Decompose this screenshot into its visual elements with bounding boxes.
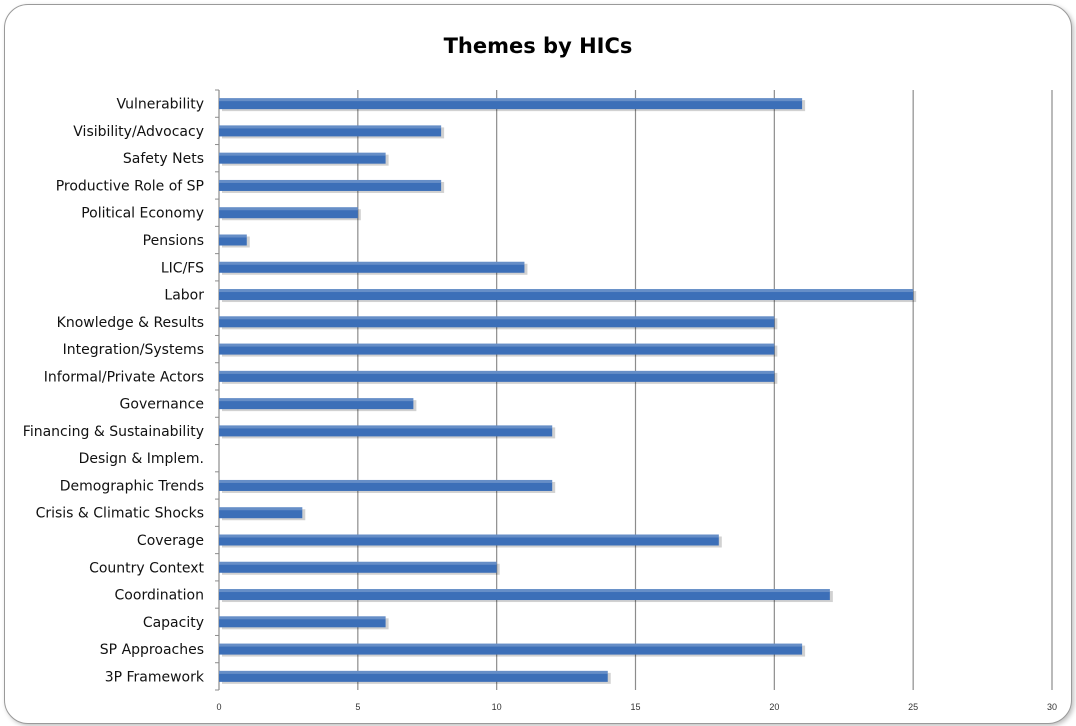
category-label: Capacity: [143, 615, 204, 631]
category-label: Vulnerability: [116, 97, 204, 113]
bar: [219, 616, 386, 628]
category-label: Informal/Private Actors: [44, 369, 204, 385]
bar: [219, 125, 442, 137]
bar: [219, 152, 386, 164]
bar: [219, 398, 414, 410]
bar-highlight: [219, 316, 775, 320]
bar-highlight: [219, 425, 553, 429]
bar-highlight: [219, 561, 497, 565]
x-tick-label: 30: [1047, 702, 1057, 712]
category-label: Visibility/Advocacy: [73, 124, 204, 140]
bar: [219, 670, 608, 682]
category-label: Demographic Trends: [60, 478, 204, 494]
category-label: Labor: [164, 288, 204, 304]
x-tick-label: 20: [769, 702, 779, 712]
bar-highlight: [219, 207, 358, 211]
category-label: Political Economy: [81, 206, 204, 222]
x-tick-label: 25: [908, 702, 918, 712]
x-tick-label: 5: [355, 702, 360, 712]
bar: [219, 289, 914, 301]
bar: [219, 234, 247, 246]
x-tick-label: 15: [630, 702, 640, 712]
bar: [219, 316, 775, 328]
bar-highlight: [219, 234, 247, 238]
category-label: Pensions: [143, 233, 204, 249]
bar: [219, 479, 553, 491]
category-label: Financing & Sustainability: [23, 424, 204, 440]
bar-highlight: [219, 670, 608, 674]
x-tick-label: 0: [216, 702, 221, 712]
bar-highlight: [219, 179, 442, 183]
category-label: LIC/FS: [161, 260, 204, 276]
bar-highlight: [219, 398, 414, 402]
bar-highlight: [219, 370, 775, 374]
bar: [219, 589, 830, 601]
category-label: Design & Implem.: [79, 451, 204, 467]
bar: [219, 207, 358, 219]
bar: [219, 343, 775, 355]
bar: [219, 261, 525, 273]
bar: [219, 507, 303, 519]
bar-highlight: [219, 289, 914, 293]
bar: [219, 643, 803, 655]
bar-highlight: [219, 125, 442, 129]
bar-highlight: [219, 479, 553, 483]
category-label: Country Context: [89, 560, 204, 576]
category-label: Governance: [120, 397, 204, 413]
bar: [219, 179, 442, 191]
bar-highlight: [219, 643, 803, 647]
x-tick-labels: 0 5 10 15 20 25 30: [216, 702, 1057, 712]
category-label: 3P Framework: [105, 669, 205, 685]
category-label: Integration/Systems: [63, 342, 204, 358]
x-tick-label: 10: [492, 702, 502, 712]
bar: [219, 370, 775, 382]
bar-highlight: [219, 616, 386, 620]
bar: [219, 534, 719, 546]
bar-highlight: [219, 534, 719, 538]
bar-highlight: [219, 98, 803, 102]
category-labels: Vulnerability Visibility/Advocacy Safety N…: [23, 97, 205, 686]
bars: [219, 98, 917, 684]
bar: [219, 425, 553, 437]
bar-highlight: [219, 261, 525, 265]
bar-highlight: [219, 589, 830, 593]
category-label: Coverage: [137, 533, 204, 549]
category-label: Knowledge & Results: [57, 315, 204, 331]
bar-highlight: [219, 507, 303, 511]
chart-title: Themes by HICs: [443, 34, 633, 58]
bar-highlight: [219, 343, 775, 347]
bar: [219, 98, 803, 110]
bar-highlight: [219, 152, 386, 156]
bar: [219, 561, 497, 573]
axes: [215, 89, 220, 691]
category-label: Safety Nets: [123, 151, 204, 167]
category-label: Productive Role of SP: [56, 178, 204, 194]
category-label: SP Approaches: [100, 642, 204, 658]
category-label: Crisis & Climatic Shocks: [36, 506, 204, 522]
category-label: Coordination: [115, 588, 204, 604]
chart-frame: [4, 4, 1072, 724]
